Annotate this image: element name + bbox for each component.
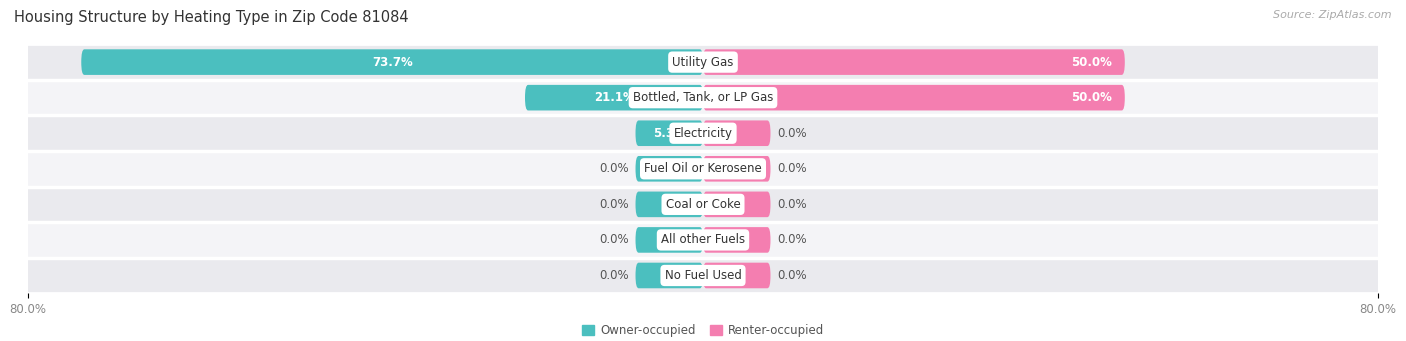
Text: Bottled, Tank, or LP Gas: Bottled, Tank, or LP Gas xyxy=(633,91,773,104)
FancyBboxPatch shape xyxy=(636,120,703,146)
Text: No Fuel Used: No Fuel Used xyxy=(665,269,741,282)
Bar xyxy=(28,222,1378,258)
FancyBboxPatch shape xyxy=(703,156,770,182)
Text: Source: ZipAtlas.com: Source: ZipAtlas.com xyxy=(1274,10,1392,20)
Text: 0.0%: 0.0% xyxy=(599,234,628,247)
Bar xyxy=(28,116,1378,151)
Bar xyxy=(28,80,1378,116)
Text: 0.0%: 0.0% xyxy=(599,269,628,282)
Text: 50.0%: 50.0% xyxy=(1070,56,1112,69)
FancyBboxPatch shape xyxy=(636,227,703,253)
Bar xyxy=(28,258,1378,293)
Text: Housing Structure by Heating Type in Zip Code 81084: Housing Structure by Heating Type in Zip… xyxy=(14,10,409,25)
FancyBboxPatch shape xyxy=(524,85,703,110)
FancyBboxPatch shape xyxy=(703,85,1125,110)
Text: 21.1%: 21.1% xyxy=(593,91,634,104)
Bar xyxy=(28,151,1378,187)
Bar xyxy=(28,187,1378,222)
Text: 0.0%: 0.0% xyxy=(778,127,807,140)
Text: 5.3%: 5.3% xyxy=(652,127,686,140)
FancyBboxPatch shape xyxy=(82,49,703,75)
Text: 0.0%: 0.0% xyxy=(778,162,807,175)
FancyBboxPatch shape xyxy=(703,263,770,288)
Text: 0.0%: 0.0% xyxy=(778,269,807,282)
FancyBboxPatch shape xyxy=(636,156,703,182)
Text: Fuel Oil or Kerosene: Fuel Oil or Kerosene xyxy=(644,162,762,175)
Text: Coal or Coke: Coal or Coke xyxy=(665,198,741,211)
Text: 0.0%: 0.0% xyxy=(778,198,807,211)
Text: Utility Gas: Utility Gas xyxy=(672,56,734,69)
Bar xyxy=(28,44,1378,80)
Text: Electricity: Electricity xyxy=(673,127,733,140)
FancyBboxPatch shape xyxy=(636,192,703,217)
Text: 0.0%: 0.0% xyxy=(599,198,628,211)
FancyBboxPatch shape xyxy=(703,49,1125,75)
FancyBboxPatch shape xyxy=(703,120,770,146)
Text: 0.0%: 0.0% xyxy=(599,162,628,175)
Legend: Owner-occupied, Renter-occupied: Owner-occupied, Renter-occupied xyxy=(578,320,828,341)
FancyBboxPatch shape xyxy=(636,263,703,288)
FancyBboxPatch shape xyxy=(703,192,770,217)
FancyBboxPatch shape xyxy=(703,227,770,253)
Text: All other Fuels: All other Fuels xyxy=(661,234,745,247)
Text: 73.7%: 73.7% xyxy=(371,56,412,69)
Text: 50.0%: 50.0% xyxy=(1070,91,1112,104)
Text: 0.0%: 0.0% xyxy=(778,234,807,247)
